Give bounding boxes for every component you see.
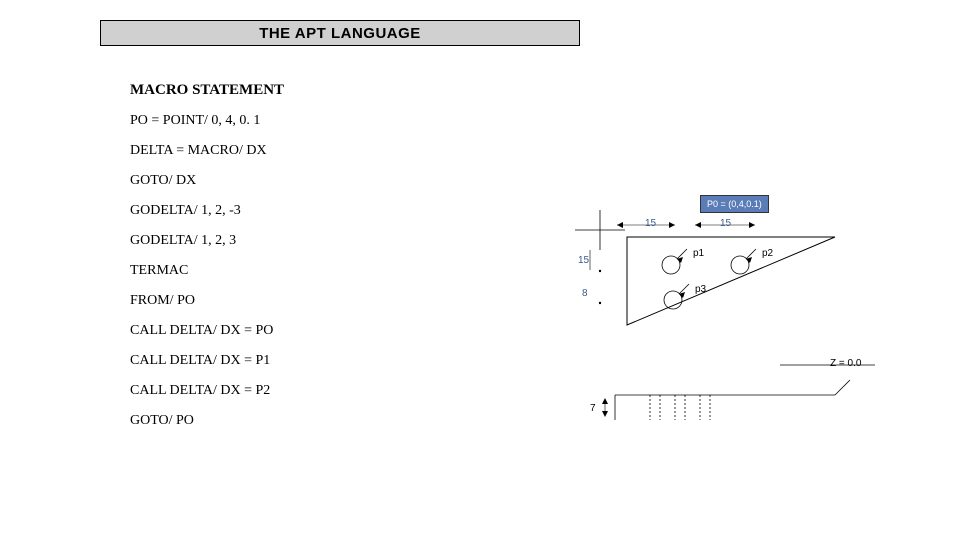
code-line: CALL DELTA/ DX = P2 bbox=[130, 383, 284, 399]
code-line: FROM/ PO bbox=[130, 293, 284, 309]
dim-label-15-left: 15 bbox=[578, 255, 589, 266]
code-line: GOTO/ DX bbox=[130, 173, 284, 189]
circle-p2 bbox=[731, 249, 756, 274]
code-block: MACRO STATEMENT PO = POINT/ 0, 4, 0. 1 D… bbox=[130, 82, 284, 443]
dim-label-15-b: 15 bbox=[720, 218, 731, 229]
code-line: GODELTA/ 1, 2, -3 bbox=[130, 203, 284, 219]
code-line: GOTO/ PO bbox=[130, 413, 284, 429]
p3-label: p3 bbox=[695, 284, 706, 295]
circle-p3 bbox=[664, 284, 689, 309]
code-line: CALL DELTA/ DX = P1 bbox=[130, 353, 284, 369]
p2-label: p2 bbox=[762, 248, 773, 259]
code-line: TERMAC bbox=[130, 263, 284, 279]
code-line: PO = POINT/ 0, 4, 0. 1 bbox=[130, 113, 284, 129]
code-heading: MACRO STATEMENT bbox=[130, 82, 284, 99]
dim-label-15-a: 15 bbox=[645, 218, 656, 229]
dim-label-8: 8 bbox=[582, 288, 588, 299]
z-label: Z = 0.0 bbox=[830, 358, 861, 369]
code-line: CALL DELTA/ DX = PO bbox=[130, 323, 284, 339]
page-title-bar: THE APT LANGUAGE bbox=[100, 20, 580, 46]
code-line: DELTA = MACRO/ DX bbox=[130, 143, 284, 159]
page-title: THE APT LANGUAGE bbox=[259, 25, 421, 42]
apt-diagram bbox=[555, 195, 905, 435]
circle-p1 bbox=[662, 249, 687, 274]
code-line: GODELTA/ 1, 2, 3 bbox=[130, 233, 284, 249]
depth-label: 7 bbox=[590, 403, 596, 414]
p1-label: p1 bbox=[693, 248, 704, 259]
